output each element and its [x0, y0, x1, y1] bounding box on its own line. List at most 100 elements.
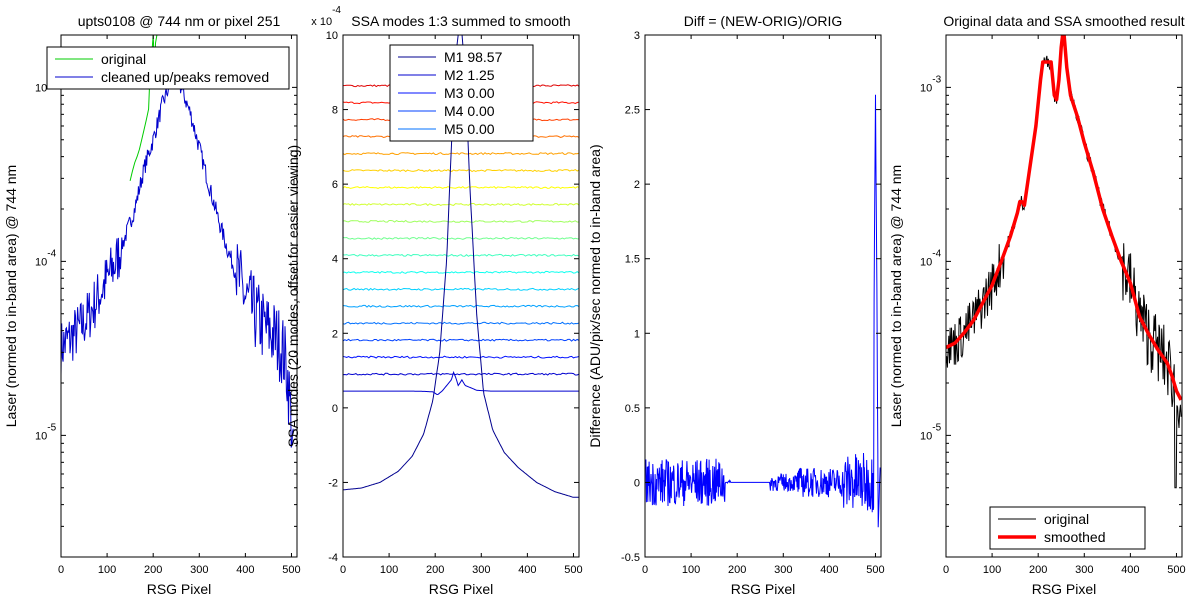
- y-tick-label: 2: [332, 328, 338, 340]
- y-tick-base: 10: [35, 82, 47, 94]
- y-tick-exponent: -5: [47, 422, 56, 433]
- y-multiplier-label: x 10-4: [311, 5, 341, 28]
- x-tick-label: 500: [1167, 564, 1185, 576]
- y-tick-label: 6: [332, 179, 338, 191]
- y-tick-exponent: -3: [932, 74, 941, 85]
- legend-entry: smoothed: [1044, 529, 1105, 545]
- y-tick-exponent: -4: [47, 248, 56, 259]
- y-tick-label: 10-4: [920, 248, 942, 268]
- legend-entry: M2 1.25: [444, 67, 495, 83]
- x-tick-label: 500: [282, 564, 300, 576]
- mode-offset-line: [343, 338, 579, 342]
- legend-2: M1 98.57 M2 1.25 M3 0.00 M4 0.00 M5 0.00: [389, 44, 534, 142]
- x-tick-label: 0: [58, 564, 64, 576]
- legend-box: [389, 44, 534, 142]
- x-tick-label: 100: [983, 564, 1001, 576]
- mode-offset-line: [343, 152, 579, 156]
- x-axis-label-2: RSG Pixel: [429, 581, 494, 597]
- plot-frame-1: [60, 34, 298, 558]
- x-tick-label: 0: [340, 564, 346, 576]
- legend-entry: M5 0.00: [444, 121, 495, 137]
- x-tick-label: 300: [1075, 564, 1093, 576]
- y-tick-base: 10: [920, 256, 932, 268]
- y-axis-label-3: Difference (ADU/pix/sec normed to in-ban…: [587, 144, 603, 447]
- legend-entry: original: [101, 51, 146, 67]
- y-axis-label-1: Laser (normed to in-band area) @ 744 nm: [3, 165, 19, 427]
- chart-title-4: Original data and SSA smoothed result: [943, 13, 1184, 29]
- mode-offset-line: [343, 355, 579, 359]
- plot-area-4: [946, 35, 1182, 489]
- mode-offset-line: [343, 321, 579, 325]
- chart-title-2: SSA modes 1:3 summed to smooth: [351, 13, 570, 29]
- plot-frame-4: [945, 34, 1183, 558]
- mode-offset-line: [343, 202, 579, 207]
- legend-4: original smoothed: [989, 506, 1146, 550]
- series-diff-line: [645, 94, 881, 528]
- y-tick-base: 10: [920, 82, 932, 94]
- x-tick-label: 200: [728, 564, 746, 576]
- y-tick-exponent: -5: [932, 422, 941, 433]
- x-tick-label: 400: [236, 564, 254, 576]
- x-axis-label-4: RSG Pixel: [1032, 581, 1097, 597]
- x-tick-label: 300: [774, 564, 792, 576]
- y-tick-label: 1.5: [625, 254, 640, 266]
- plot-frame-3: [644, 34, 882, 558]
- x-axis-label-1: RSG Pixel: [147, 581, 212, 597]
- mode-offset-line: [343, 270, 579, 274]
- y-multiplier-exponent: -4: [332, 5, 341, 16]
- mode-offset-line: [343, 168, 579, 173]
- chart-title-3: Diff = (NEW-ORIG)/ORIG: [684, 13, 843, 29]
- x-tick-label: 500: [866, 564, 884, 576]
- series-smoothed-line: [946, 35, 1182, 401]
- y-tick-label: 0: [634, 477, 640, 489]
- series-m2-line: [343, 370, 579, 396]
- y-tick-label: 10: [326, 30, 338, 42]
- y-tick-label: -4: [328, 552, 338, 564]
- x-tick-label: 200: [1029, 564, 1047, 576]
- x-tick-label: 100: [98, 564, 116, 576]
- mode-offset-line: [343, 287, 579, 291]
- y-axis-label-2: SSA modes (20 modes, offset for easier v…: [285, 145, 301, 447]
- y-axis-label-4: Laser (normed to in-band area) @ 744 nm: [888, 165, 904, 427]
- y-tick-label: 2: [634, 179, 640, 191]
- y-tick-exponent: -4: [932, 248, 941, 259]
- x-tick-label: 100: [380, 564, 398, 576]
- plot-frame-2: [342, 34, 580, 558]
- x-tick-label: 200: [144, 564, 162, 576]
- x-tick-label: 400: [1121, 564, 1139, 576]
- x-tick-label: 300: [190, 564, 208, 576]
- x-axis-label-3: RSG Pixel: [731, 581, 796, 597]
- y-tick-label: 8: [332, 105, 338, 117]
- legend-entry: M3 0.00: [444, 85, 495, 101]
- legend-box: [989, 506, 1146, 550]
- mode-offset-line: [343, 253, 579, 257]
- y-tick-label: 3: [634, 30, 640, 42]
- x-tick-label: 300: [472, 564, 490, 576]
- y-tick-label: 2.5: [625, 105, 640, 117]
- legend-entry: cleaned up/peaks removed: [101, 69, 269, 85]
- mode-offset-line: [343, 185, 579, 189]
- x-tick-label: 100: [682, 564, 700, 576]
- legend-1: original cleaned up/peaks removed: [46, 46, 290, 90]
- y-tick-label: 10-3: [920, 74, 942, 94]
- legend-box: [46, 46, 290, 90]
- x-tick-label: 0: [943, 564, 949, 576]
- y-tick-label: 10-5: [920, 422, 942, 442]
- x-tick-label: 0: [642, 564, 648, 576]
- y-tick-base: 10: [920, 430, 932, 442]
- y-tick-label: 0.5: [625, 403, 640, 415]
- legend-entry: original: [1044, 511, 1089, 527]
- y-tick-label: -2: [328, 477, 338, 489]
- y-tick-label: 1: [634, 328, 640, 340]
- plot-area-3: [645, 94, 881, 528]
- chart-title-1: upts0108 @ 744 nm or pixel 251: [78, 13, 281, 29]
- y-tick-base: 10: [35, 430, 47, 442]
- legend-entry: M1 98.57: [444, 49, 503, 65]
- legend-entry: M4 0.00: [444, 103, 495, 119]
- x-tick-label: 400: [820, 564, 838, 576]
- x-tick-label: 200: [426, 564, 444, 576]
- mode-offset-line: [343, 304, 579, 308]
- series-original-line: [946, 35, 1182, 489]
